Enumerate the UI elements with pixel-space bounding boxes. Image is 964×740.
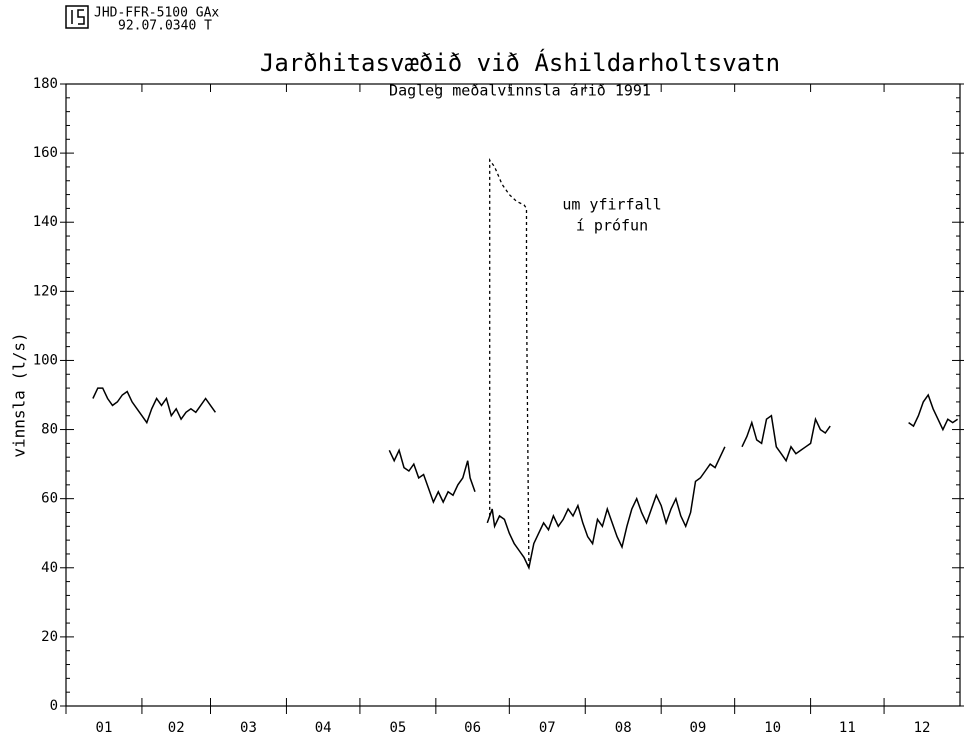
logo bbox=[77, 9, 85, 25]
header-number: 92.07.0340 T bbox=[118, 19, 212, 34]
x-tick-label: 07 bbox=[539, 720, 556, 736]
x-tick-label: 05 bbox=[389, 720, 406, 736]
y-tick-label: 180 bbox=[33, 76, 58, 92]
header-code: JHD-FFR-5100 GAx bbox=[94, 6, 219, 21]
data-line bbox=[92, 387, 959, 571]
x-tick-label: 02 bbox=[168, 720, 185, 736]
x-tick-label: 04 bbox=[315, 720, 332, 736]
annotation: í prófun bbox=[576, 217, 648, 235]
x-tick-label: 03 bbox=[240, 720, 257, 736]
y-tick-label: 40 bbox=[41, 560, 58, 576]
logo bbox=[65, 5, 89, 29]
x-tick-label: 11 bbox=[839, 720, 856, 736]
annotation: um yfirfall bbox=[562, 196, 661, 214]
x-tick-label: 10 bbox=[764, 720, 781, 736]
y-tick-label: 80 bbox=[41, 422, 58, 438]
x-tick-label: 06 bbox=[464, 720, 481, 736]
y-tick-label: 160 bbox=[33, 145, 58, 161]
y-tick-label: 60 bbox=[41, 491, 58, 507]
y-tick-label: 100 bbox=[33, 352, 58, 368]
x-tick-label: 01 bbox=[96, 720, 113, 736]
y-tick-label: 20 bbox=[41, 629, 58, 645]
x-tick-label: 08 bbox=[615, 720, 632, 736]
x-tick-label: 09 bbox=[689, 720, 706, 736]
data-line bbox=[489, 157, 530, 568]
chart-title: Jarðhitasvæðið við Áshildarholtsvatn bbox=[260, 48, 780, 77]
y-tick-label: 0 bbox=[50, 698, 58, 714]
y-axis-label: vinnsla (l/s) bbox=[10, 332, 29, 457]
y-tick-label: 140 bbox=[33, 214, 58, 230]
x-tick-label: 12 bbox=[914, 720, 931, 736]
y-tick-label: 120 bbox=[33, 283, 58, 299]
plot-frame bbox=[65, 83, 961, 707]
